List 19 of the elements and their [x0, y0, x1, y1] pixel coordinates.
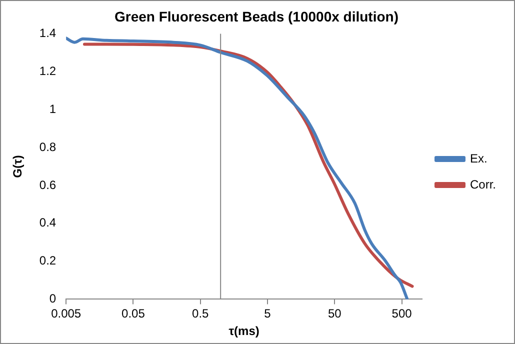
y-tick-label: 0.2 [39, 254, 56, 268]
x-tick-label: 500 [392, 306, 412, 321]
y-tick-label: 0.8 [39, 140, 56, 154]
chart-title: Green Fluorescent Beads (10000x dilution) [114, 8, 398, 24]
x-tick-label: 0.5 [192, 306, 210, 321]
y-axis-title: G(τ) [10, 155, 25, 178]
y-tick-label: 1.2 [39, 64, 56, 78]
y-tick-label: 0 [49, 292, 56, 306]
legend-label: Corr. [470, 177, 496, 192]
x-tick-label: 0.005 [51, 306, 82, 321]
y-tick-label: 1 [49, 102, 56, 116]
x-axis-title: τ(ms) [228, 324, 260, 338]
x-tick-label: 0.05 [122, 306, 146, 321]
x-tick-label: 50 [328, 306, 342, 321]
y-tick-label: 0.6 [39, 178, 56, 192]
y-tick-label: 0.4 [39, 216, 56, 230]
x-tick-label: 5 [264, 306, 272, 321]
y-tick-label: 1.4 [39, 26, 56, 40]
legend-label: Ex. [470, 151, 488, 166]
